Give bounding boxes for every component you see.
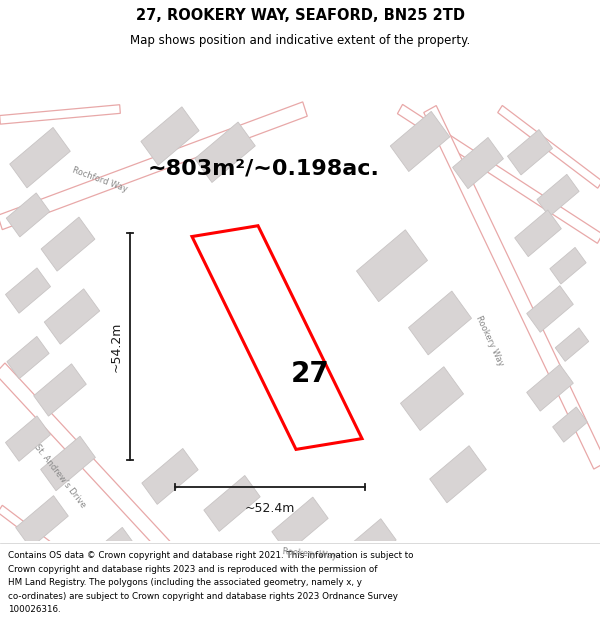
Text: Rookery Way: Rookery Way xyxy=(475,315,506,368)
Polygon shape xyxy=(527,364,574,411)
Text: 27: 27 xyxy=(290,360,329,388)
Polygon shape xyxy=(498,106,600,188)
Polygon shape xyxy=(141,107,199,165)
Polygon shape xyxy=(7,336,49,379)
Polygon shape xyxy=(41,217,95,271)
Polygon shape xyxy=(0,505,102,588)
Text: St. Andrew’s Drive: St. Andrew’s Drive xyxy=(32,443,88,510)
Polygon shape xyxy=(0,105,121,124)
Polygon shape xyxy=(5,416,50,461)
Polygon shape xyxy=(16,496,68,548)
Polygon shape xyxy=(6,193,50,237)
Polygon shape xyxy=(10,127,70,188)
Polygon shape xyxy=(430,446,487,503)
Polygon shape xyxy=(508,129,553,175)
Polygon shape xyxy=(0,102,307,229)
Text: 100026316.: 100026316. xyxy=(8,605,61,614)
Polygon shape xyxy=(409,291,472,355)
Polygon shape xyxy=(390,111,450,171)
Text: ~52.4m: ~52.4m xyxy=(245,503,295,516)
Polygon shape xyxy=(527,286,574,332)
Polygon shape xyxy=(41,436,95,491)
Polygon shape xyxy=(515,210,562,257)
Text: ~54.2m: ~54.2m xyxy=(110,321,122,372)
Polygon shape xyxy=(83,528,137,581)
Polygon shape xyxy=(5,268,50,313)
Polygon shape xyxy=(0,363,205,590)
Polygon shape xyxy=(555,328,589,361)
Polygon shape xyxy=(192,226,362,449)
Polygon shape xyxy=(44,289,100,344)
Polygon shape xyxy=(452,138,503,189)
Polygon shape xyxy=(34,364,86,416)
Text: Contains OS data © Crown copyright and database right 2021. This information is : Contains OS data © Crown copyright and d… xyxy=(8,551,413,560)
Polygon shape xyxy=(340,519,396,574)
Text: Crown copyright and database rights 2023 and is reproduced with the permission o: Crown copyright and database rights 2023… xyxy=(8,564,377,574)
Text: Rookery Way: Rookery Way xyxy=(283,548,338,561)
Text: ~803m²/~0.198ac.: ~803m²/~0.198ac. xyxy=(148,159,380,179)
Polygon shape xyxy=(424,106,600,469)
Polygon shape xyxy=(397,104,600,243)
Polygon shape xyxy=(356,230,428,302)
Polygon shape xyxy=(537,174,579,217)
Text: co-ordinates) are subject to Crown copyright and database rights 2023 Ordnance S: co-ordinates) are subject to Crown copyr… xyxy=(8,592,398,601)
Polygon shape xyxy=(550,248,586,284)
Polygon shape xyxy=(195,122,255,182)
Polygon shape xyxy=(553,407,587,442)
Text: Map shows position and indicative extent of the property.: Map shows position and indicative extent… xyxy=(130,34,470,48)
Polygon shape xyxy=(130,579,460,590)
Polygon shape xyxy=(272,497,328,553)
Text: HM Land Registry. The polygons (including the associated geometry, namely x, y: HM Land Registry. The polygons (includin… xyxy=(8,578,362,587)
Polygon shape xyxy=(400,367,464,431)
Polygon shape xyxy=(142,449,198,504)
Polygon shape xyxy=(80,577,430,592)
Polygon shape xyxy=(204,476,260,531)
Text: 27, ROOKERY WAY, SEAFORD, BN25 2TD: 27, ROOKERY WAY, SEAFORD, BN25 2TD xyxy=(136,8,464,23)
Text: Rochford Way: Rochford Way xyxy=(71,165,129,193)
